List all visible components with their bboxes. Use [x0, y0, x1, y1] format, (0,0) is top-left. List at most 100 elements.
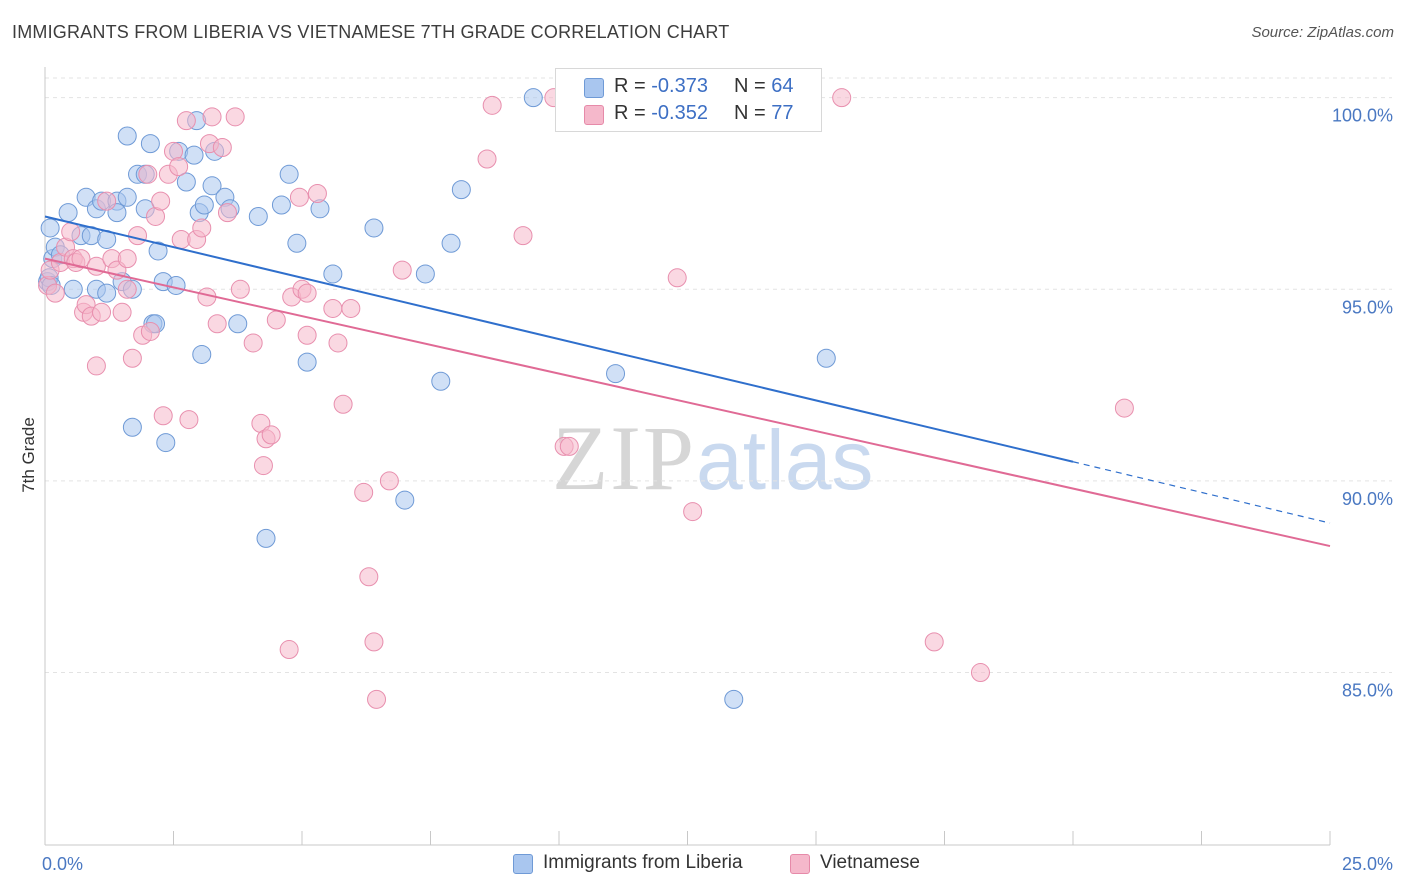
- data-point-vietnamese: [970, 663, 990, 683]
- y-tick-label: 85.0%: [1342, 681, 1393, 701]
- data-point-vietnamese: [924, 632, 944, 652]
- data-point-liberia: [431, 371, 451, 391]
- data-point-liberia: [816, 348, 836, 368]
- data-point-liberia: [40, 218, 60, 238]
- data-point-liberia: [297, 352, 317, 372]
- data-point-vietnamese: [364, 632, 384, 652]
- data-point-vietnamese: [832, 88, 852, 108]
- data-point-vietnamese: [266, 310, 286, 330]
- data-point-vietnamese: [153, 406, 173, 426]
- data-point-liberia: [176, 172, 196, 192]
- series-liberia-points: [38, 88, 836, 709]
- chart-title: IMMIGRANTS FROM LIBERIA VS VIETNAMESE 7T…: [12, 22, 730, 42]
- data-point-vietnamese: [1114, 398, 1134, 418]
- data-point-vietnamese: [117, 279, 137, 299]
- data-point-vietnamese: [128, 226, 148, 246]
- trend-line-liberia-extrapolated: [1072, 461, 1331, 524]
- data-point-vietnamese: [140, 321, 160, 341]
- data-point-vietnamese: [253, 456, 273, 476]
- data-point-liberia: [117, 126, 137, 146]
- data-point-vietnamese: [359, 567, 379, 587]
- data-point-liberia: [148, 241, 168, 261]
- y-tick-label: 100.0%: [1332, 106, 1393, 126]
- data-point-vietnamese: [86, 356, 106, 376]
- legend-label-liberia: Immigrants from Liberia: [543, 852, 743, 873]
- x-tick-label: 0.0%: [42, 854, 83, 874]
- trend-line-vietnamese: [44, 257, 1331, 548]
- data-point-vietnamese: [169, 157, 189, 177]
- data-point-vietnamese: [117, 249, 137, 269]
- data-point-liberia: [256, 528, 276, 548]
- data-point-liberia: [364, 218, 384, 238]
- data-point-liberia: [202, 176, 222, 196]
- data-point-liberia: [724, 689, 744, 709]
- data-point-liberia: [279, 164, 299, 184]
- data-point-vietnamese: [667, 268, 687, 288]
- data-point-vietnamese: [297, 283, 317, 303]
- data-point-vietnamese: [354, 482, 374, 502]
- data-point-vietnamese: [683, 502, 703, 522]
- data-point-liberia: [97, 283, 117, 303]
- legend-n-label: N =: [734, 75, 766, 97]
- data-point-vietnamese: [477, 149, 497, 169]
- data-point-vietnamese: [225, 107, 245, 127]
- data-point-vietnamese: [230, 279, 250, 299]
- data-point-vietnamese: [289, 187, 309, 207]
- series-legend: Immigrants from Liberia Vietnamese: [0, 852, 1406, 878]
- data-point-vietnamese: [45, 283, 65, 303]
- legend-swatch-vietnamese: [584, 105, 604, 125]
- source-label: Source: ZipAtlas.com: [1251, 24, 1394, 41]
- watermark-zip: ZIP: [552, 407, 696, 509]
- data-point-vietnamese: [243, 333, 263, 353]
- data-point-liberia: [441, 233, 461, 253]
- grid-lines: [45, 77, 1392, 674]
- legend-r-value: -0.352: [651, 102, 708, 124]
- legend-r: R = -0.373: [614, 75, 708, 98]
- data-point-liberia: [415, 264, 435, 284]
- legend-row-vietnamese: R = -0.352 N = 77: [556, 100, 821, 128]
- data-point-vietnamese: [138, 164, 158, 184]
- data-point-vietnamese: [328, 333, 348, 353]
- data-point-vietnamese: [217, 203, 237, 223]
- legend-r-label: R =: [614, 75, 646, 97]
- legend-n-value: 77: [771, 102, 794, 124]
- data-point-vietnamese: [151, 191, 171, 211]
- data-point-vietnamese: [513, 226, 533, 246]
- data-point-liberia: [228, 314, 248, 334]
- data-point-liberia: [140, 134, 160, 154]
- legend-r: R = -0.352: [614, 102, 708, 125]
- y-tick-label: 90.0%: [1342, 489, 1393, 509]
- tick-labels: 85.0% 90.0% 95.0% 100.0% 0.0% 25.0% 7th Grade: [19, 106, 1393, 874]
- data-point-vietnamese: [341, 298, 361, 318]
- data-point-liberia: [287, 233, 307, 253]
- data-point-vietnamese: [392, 260, 412, 280]
- data-point-vietnamese: [379, 471, 399, 491]
- axes: [44, 67, 1331, 846]
- legend-r-value: -0.373: [651, 75, 708, 97]
- data-point-liberia: [248, 206, 268, 226]
- data-point-vietnamese: [176, 111, 196, 131]
- legend-n-value: 64: [771, 75, 794, 97]
- data-point-vietnamese: [307, 183, 327, 203]
- data-point-liberia: [194, 195, 214, 215]
- data-point-vietnamese: [279, 640, 299, 660]
- data-point-vietnamese: [97, 191, 117, 211]
- data-point-liberia: [323, 264, 343, 284]
- trend-lines: [44, 215, 1331, 548]
- data-point-liberia: [523, 88, 543, 108]
- data-point-vietnamese: [367, 689, 387, 709]
- x-tick-label: 25.0%: [1342, 854, 1393, 874]
- legend-n: N = 64: [734, 75, 794, 98]
- data-point-vietnamese: [333, 394, 353, 414]
- data-point-vietnamese: [261, 425, 281, 445]
- correlation-legend: R = -0.373 N = 64 R = -0.352 N = 77: [555, 68, 822, 132]
- legend-row-liberia: R = -0.373 N = 64: [556, 73, 821, 101]
- data-point-liberia: [117, 187, 137, 207]
- y-tick-label: 95.0%: [1342, 297, 1393, 317]
- data-point-liberia: [156, 433, 176, 453]
- data-point-vietnamese: [207, 314, 227, 334]
- data-point-vietnamese: [323, 298, 343, 318]
- data-point-vietnamese: [122, 348, 142, 368]
- data-point-vietnamese: [202, 107, 222, 127]
